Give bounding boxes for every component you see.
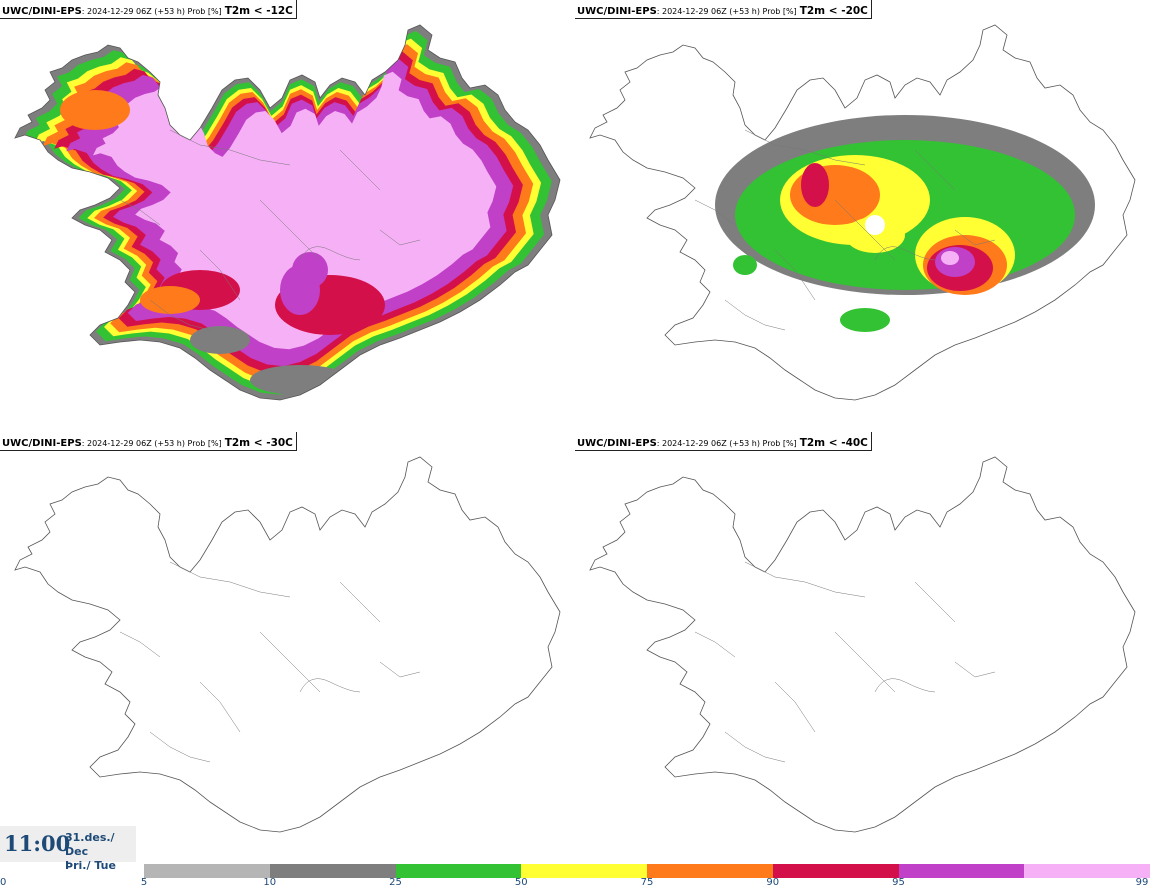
map-panel-t2m-minus-20: UWC/DINI-EPS: 2024-12-29 06Z (+53 h) Pro… xyxy=(575,0,1150,432)
legend-tick-label: 10 xyxy=(263,877,277,888)
legend-tick-label: 95 xyxy=(892,877,905,888)
iceland-map xyxy=(589,24,1136,401)
legend-tick-label: 0 xyxy=(0,877,7,888)
threshold-variable: T2m < -30C xyxy=(224,437,293,449)
model-source: UWC/DINI-EPS xyxy=(577,438,657,449)
run-meta: : 2024-12-29 06Z (+53 h) Prob [%] xyxy=(656,7,797,16)
legend-swatch xyxy=(395,864,522,878)
legend-tick-label: 50 xyxy=(514,877,528,888)
map-panel-t2m-minus-40: UWC/DINI-EPS: 2024-12-29 06Z (+53 h) Pro… xyxy=(575,432,1150,864)
threshold-variable: T2m < -12C xyxy=(224,5,293,17)
valid-date-line2: Þri./ Tue xyxy=(65,859,116,872)
legend-tick-label: 5 xyxy=(140,877,148,888)
iceland-map xyxy=(589,456,1136,833)
run-meta: : 2024-12-29 06Z (+53 h) Prob [%] xyxy=(81,439,222,448)
run-meta: : 2024-12-29 06Z (+53 h) Prob [%] xyxy=(81,7,222,16)
valid-date-line1: 31.des./ Dec xyxy=(65,831,115,858)
threshold-variable: T2m < -40C xyxy=(799,437,868,449)
legend-tick-label: 99 xyxy=(1135,877,1149,888)
model-source: UWC/DINI-EPS xyxy=(2,6,82,17)
legend-swatch xyxy=(772,864,899,878)
valid-time-box: 11:00 31.des./ Dec Þri./ Tue xyxy=(0,826,136,872)
panel-title: UWC/DINI-EPS: 2024-12-29 06Z (+53 h) Pro… xyxy=(575,432,872,451)
iceland-map xyxy=(14,24,561,401)
legend-swatch xyxy=(269,864,396,878)
legend-tick-label: 75 xyxy=(640,877,654,888)
legend-color-bar xyxy=(144,864,1150,878)
model-source: UWC/DINI-EPS xyxy=(2,438,82,449)
legend-swatch xyxy=(521,864,647,878)
legend-swatch xyxy=(1024,864,1150,878)
valid-date: 31.des./ Dec Þri./ Tue xyxy=(65,831,136,873)
panel-title: UWC/DINI-EPS: 2024-12-29 06Z (+53 h) Pro… xyxy=(0,0,297,19)
panel-title: UWC/DINI-EPS: 2024-12-29 06Z (+53 h) Pro… xyxy=(575,0,872,19)
run-meta: : 2024-12-29 06Z (+53 h) Prob [%] xyxy=(656,439,797,448)
map-panel-t2m-minus-30: UWC/DINI-EPS: 2024-12-29 06Z (+53 h) Pro… xyxy=(0,432,575,864)
panel-title: UWC/DINI-EPS: 2024-12-29 06Z (+53 h) Pro… xyxy=(0,432,297,451)
model-source: UWC/DINI-EPS xyxy=(577,6,657,17)
map-panel-t2m-minus-12: UWC/DINI-EPS: 2024-12-29 06Z (+53 h) Pro… xyxy=(0,0,575,432)
legend-tick-label: 90 xyxy=(766,877,780,888)
valid-time: 11:00 xyxy=(4,831,71,856)
legend-swatch xyxy=(898,864,1025,878)
legend-swatch xyxy=(144,864,270,878)
probability-legend: 0 5 10 25 50 75 90 95 99 xyxy=(0,862,1150,891)
legend-swatch xyxy=(647,864,773,878)
legend-tick-label: 25 xyxy=(389,877,402,888)
threshold-variable: T2m < -20C xyxy=(799,5,868,17)
iceland-map xyxy=(14,456,561,833)
